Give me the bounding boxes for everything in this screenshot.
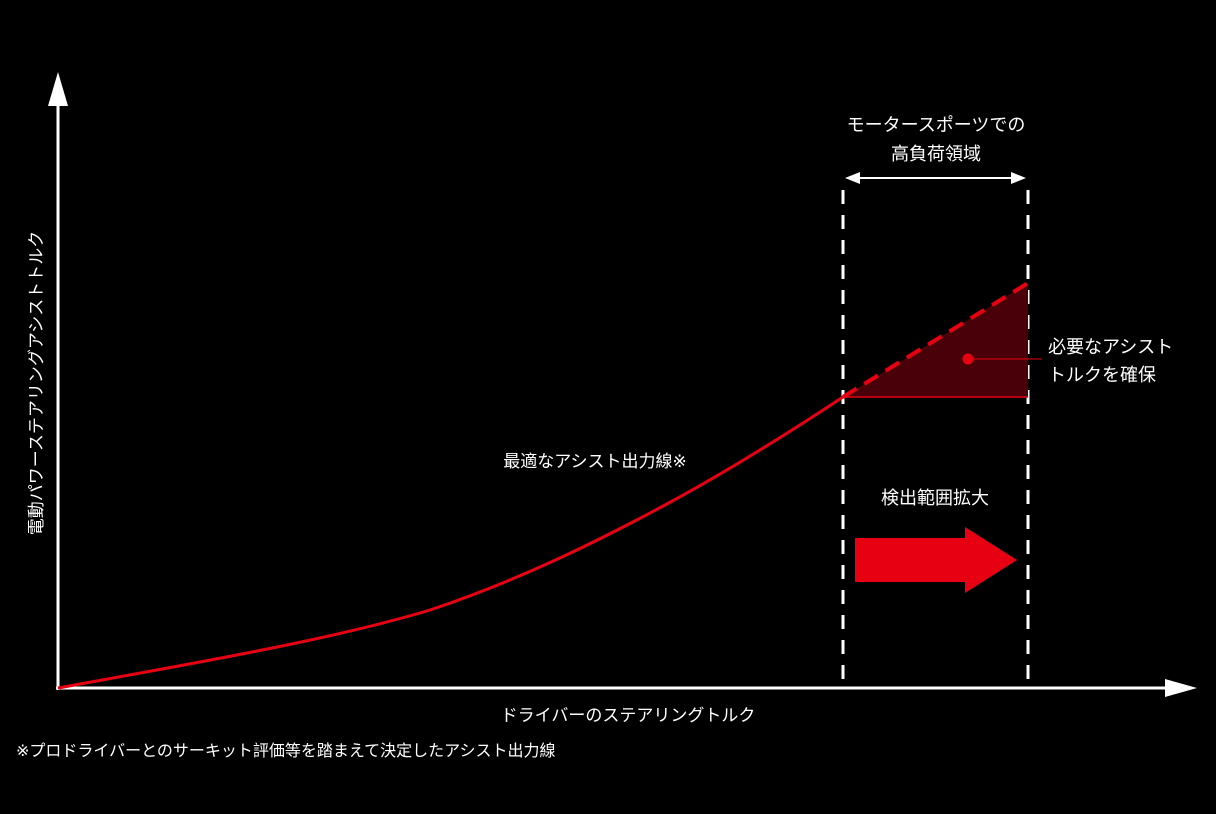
detection-range-arrow [855,527,1017,593]
footnote: ※プロドライバーとのサーキット評価等を踏まえて決定したアシスト出力線 [16,741,556,760]
assist-label-line1: 必要なアシスト [1048,337,1173,358]
arrow-label: 検出範囲拡大 [881,488,989,509]
x-axis-arrowhead [1165,679,1197,697]
region-label-line1: モータースポーツでの [847,115,1026,136]
assist-label-line2: トルクを確保 [1048,365,1156,386]
y-axis-label: 電動パワーステアリングアシストトルク [27,231,47,535]
optimal-assist-curve [57,395,844,690]
y-axis-arrowhead [48,72,68,106]
region-label-line2: 高負荷領域 [891,144,981,165]
curve-label: 最適なアシスト出力線※ [503,452,687,472]
region-span-arrowhead-right [1011,172,1026,184]
extended-assist-dashed-line [841,281,1030,399]
x-axis-label: ドライバーのステアリングトルク [501,706,756,726]
region-span-arrowhead-left [845,172,860,184]
